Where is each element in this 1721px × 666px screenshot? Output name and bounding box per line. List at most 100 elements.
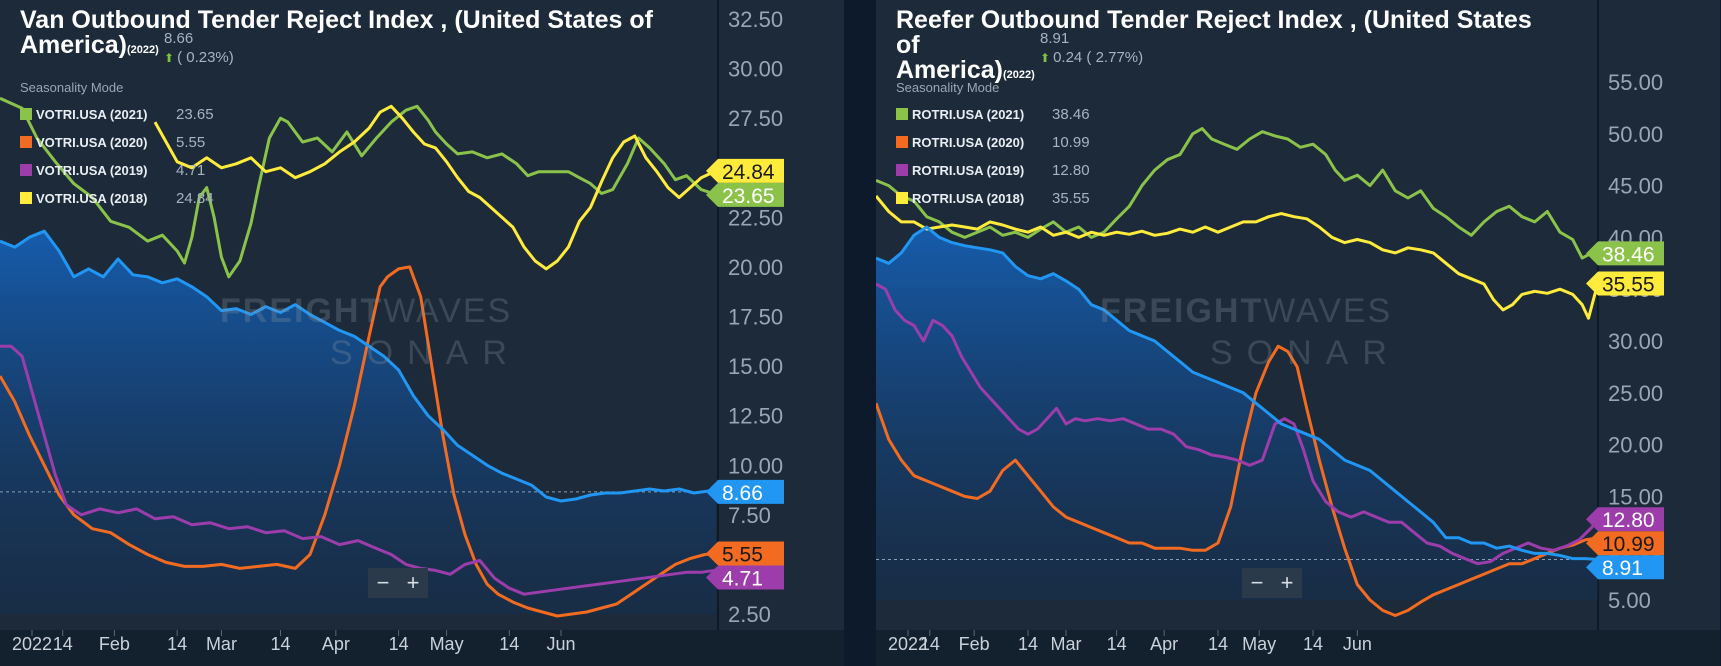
last-value-tag	[706, 182, 784, 207]
y-tick-label: 2.50	[728, 602, 771, 627]
x-axis-band	[0, 630, 844, 666]
last-value-tag	[706, 158, 784, 183]
change-value: ⬆( 0.23%)	[164, 49, 234, 66]
x-tick-label: 14	[1018, 634, 1038, 654]
reefer-chart: 55.0050.0045.0040.0035.0030.0025.0020.00…	[876, 0, 1720, 666]
legend-item[interactable]: ROTRI.USA (2018) 35.55	[896, 184, 1090, 212]
legend-item[interactable]: VOTRI.USA (2018) 24.84	[20, 184, 214, 212]
last-value-tag	[1586, 507, 1664, 532]
last-value-tag	[1586, 271, 1664, 296]
legend-item[interactable]: VOTRI.USA (2021) 23.65	[20, 100, 214, 128]
current-value: 8.91	[1040, 30, 1070, 47]
zoom-in-button[interactable]: +	[1280, 570, 1294, 595]
watermark-logo: FREIGHTWAVES	[220, 292, 513, 330]
legend-series-value: 35.55	[1052, 189, 1090, 207]
y-tick-label: 30.00	[1608, 329, 1663, 354]
zoom-out-button[interactable]: −	[376, 570, 390, 595]
x-tick-label: 14	[53, 634, 73, 654]
legend-series-value: 10.99	[1052, 133, 1090, 151]
current-value: 8.66	[164, 30, 194, 47]
y-tick-label: 15.00	[1608, 484, 1663, 509]
last-value-label: 8.66	[722, 482, 763, 505]
change-value: ⬆ 0.24 ( 2.77%)	[1040, 49, 1144, 66]
series-line-2	[876, 282, 1600, 566]
x-tick-label: Jun	[1343, 634, 1372, 654]
y-tick-label: 10.00	[728, 453, 783, 478]
x-tick-label: Apr	[1150, 634, 1178, 654]
legend-swatch	[20, 164, 32, 176]
series-line-3	[153, 104, 717, 271]
y-tick-label: 55.00	[1608, 70, 1663, 95]
legend-item[interactable]: VOTRI.USA (2019) 4.71	[20, 156, 214, 184]
series-area-2022	[876, 227, 1598, 600]
x-tick-label: 2022	[888, 634, 928, 654]
y-tick-label: 12.50	[728, 404, 783, 429]
y-tick-label: 5.00	[1608, 588, 1651, 613]
legend-item[interactable]: ROTRI.USA (2020) 10.99	[896, 128, 1090, 156]
x-tick-label: Jun	[546, 634, 575, 654]
watermark-logo: FREIGHTWAVES	[1100, 292, 1393, 330]
legend-item[interactable]: ROTRI.USA (2019) 12.80	[896, 156, 1090, 184]
x-tick-label: Mar	[1051, 634, 1082, 654]
y-tick-label: 50.00	[1608, 122, 1663, 147]
last-value-label: 23.65	[722, 185, 775, 208]
legend-series-value: 12.80	[1052, 161, 1090, 179]
legend-series-value: 24.84	[176, 189, 214, 207]
x-tick-label: May	[1242, 634, 1276, 654]
legend-series-name: ROTRI.USA (2018)	[912, 190, 1025, 206]
legend-series-name: VOTRI.USA (2019)	[36, 162, 148, 178]
x-tick-label: 14	[1107, 634, 1127, 654]
series-area-2022	[0, 231, 716, 614]
y-tick-label: 20.00	[1608, 433, 1663, 458]
seasonality-mode-label: Seasonality Mode	[896, 80, 1000, 95]
last-value-tag	[1586, 531, 1664, 556]
up-arrow-icon: ⬆	[1040, 51, 1051, 65]
series-line-4	[876, 225, 1599, 561]
zoom-in-button[interactable]: +	[406, 570, 420, 595]
last-value-tag	[706, 565, 784, 590]
y-tick-label: 15.00	[728, 354, 783, 379]
legend-series-value: 5.55	[176, 133, 206, 151]
zoom-out-button[interactable]: −	[1250, 570, 1264, 595]
last-value-tag	[1586, 555, 1664, 580]
x-tick-label: 14	[389, 634, 409, 654]
y-tick-label: 17.50	[728, 305, 783, 330]
series-line-0	[876, 127, 1599, 260]
watermark-sonar: SONAR	[1210, 334, 1401, 372]
van-chart-panel: 32.5030.0027.5025.0022.5020.0017.5015.00…	[0, 0, 844, 666]
legend-swatch	[896, 192, 908, 204]
legend-series-name: VOTRI.USA (2021)	[36, 106, 148, 122]
legend-swatch	[20, 136, 32, 148]
x-tick-label: 14	[1303, 634, 1323, 654]
legend-item[interactable]: ROTRI.USA (2021) 38.46	[896, 100, 1090, 128]
legend-swatch	[896, 164, 908, 176]
x-tick-label: 14	[270, 634, 290, 654]
x-tick-label: 14	[499, 634, 519, 654]
legend-item[interactable]: VOTRI.USA (2020) 5.55	[20, 128, 214, 156]
y-tick-label: 45.00	[1608, 174, 1663, 199]
series-line-3	[876, 195, 1600, 320]
series-line-2	[0, 344, 717, 596]
legend-series-name: VOTRI.USA (2018)	[36, 190, 148, 206]
x-tick-label: 2022	[12, 634, 52, 654]
chart-title: Reefer Outbound Tender Reject Index , (U…	[896, 6, 1532, 84]
watermark-sonar: SONAR	[330, 334, 521, 372]
y-tick-label: 22.50	[728, 205, 783, 230]
up-arrow-icon: ⬆	[164, 51, 175, 65]
legend-series-value: 4.71	[176, 161, 206, 179]
last-value-label: 8.91	[1602, 557, 1643, 580]
series-line-1	[876, 344, 1599, 617]
x-tick-label: Mar	[206, 634, 237, 654]
x-tick-label: Apr	[322, 634, 350, 654]
zoom-controls: − +	[1242, 568, 1302, 598]
x-tick-label: 14	[920, 634, 940, 654]
last-value-label: 4.71	[722, 568, 763, 591]
legend-swatch	[20, 192, 32, 204]
legend-series-name: ROTRI.USA (2019)	[912, 162, 1025, 178]
series-line-1	[0, 265, 717, 618]
van-chart: 32.5030.0027.5025.0022.5020.0017.5015.00…	[0, 0, 844, 666]
x-tick-label: Feb	[99, 634, 130, 654]
last-value-tag	[706, 541, 784, 566]
last-value-label: 5.55	[722, 544, 763, 567]
legend-series-value: 38.46	[1052, 105, 1090, 123]
